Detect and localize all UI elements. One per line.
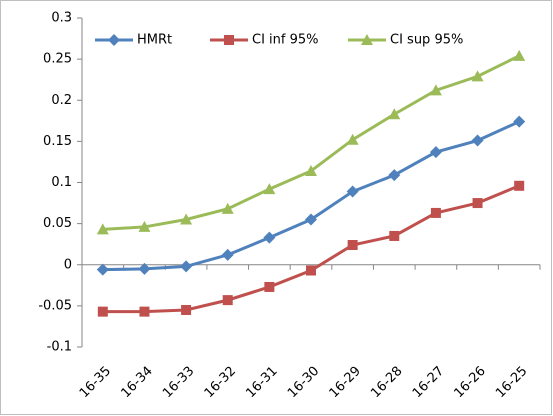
marker xyxy=(305,213,317,226)
y-tick-label: 0.25 xyxy=(43,52,72,67)
marker xyxy=(263,231,276,244)
marker xyxy=(513,115,526,128)
y-tick-label: 0.3 xyxy=(51,11,72,26)
marker xyxy=(514,180,525,191)
y-tick-label: -0.05 xyxy=(38,298,72,313)
marker xyxy=(361,34,373,45)
marker xyxy=(388,169,401,182)
marker xyxy=(96,223,109,235)
marker xyxy=(346,133,359,145)
marker xyxy=(429,146,442,159)
marker xyxy=(347,240,358,251)
marker xyxy=(264,281,275,292)
marker xyxy=(263,183,276,195)
marker xyxy=(305,164,317,176)
y-tick-label: 0.1 xyxy=(51,175,72,190)
y-tick-label: 0.15 xyxy=(43,134,72,149)
y-tick-label: 0 xyxy=(64,257,72,272)
marker xyxy=(389,230,400,241)
marker xyxy=(181,304,192,315)
marker xyxy=(222,295,233,306)
marker xyxy=(513,49,526,61)
marker xyxy=(139,306,150,317)
y-tick-label: 0.2 xyxy=(51,93,72,108)
legend-label: HMRt xyxy=(137,33,172,48)
marker xyxy=(346,185,359,198)
marker xyxy=(138,262,151,275)
marker xyxy=(180,213,193,225)
legend-label: CI sup 95% xyxy=(390,33,463,48)
marker xyxy=(108,34,120,46)
marker xyxy=(221,248,234,261)
marker xyxy=(429,84,442,96)
y-tick-label: -0.1 xyxy=(47,340,72,355)
legend-label: CI inf 95% xyxy=(252,33,319,48)
marker xyxy=(224,35,234,45)
marker xyxy=(430,207,441,218)
marker xyxy=(471,134,484,147)
marker xyxy=(138,220,151,232)
marker xyxy=(96,263,109,276)
marker xyxy=(180,260,193,273)
marker xyxy=(388,108,401,120)
marker xyxy=(471,70,484,82)
marker xyxy=(221,202,234,214)
legend: HMRt CI inf 95% CI sup 95% xyxy=(95,33,463,48)
y-tick-label: 0.05 xyxy=(43,216,72,231)
marker xyxy=(472,198,483,209)
marker xyxy=(97,306,108,317)
marker xyxy=(306,265,316,276)
